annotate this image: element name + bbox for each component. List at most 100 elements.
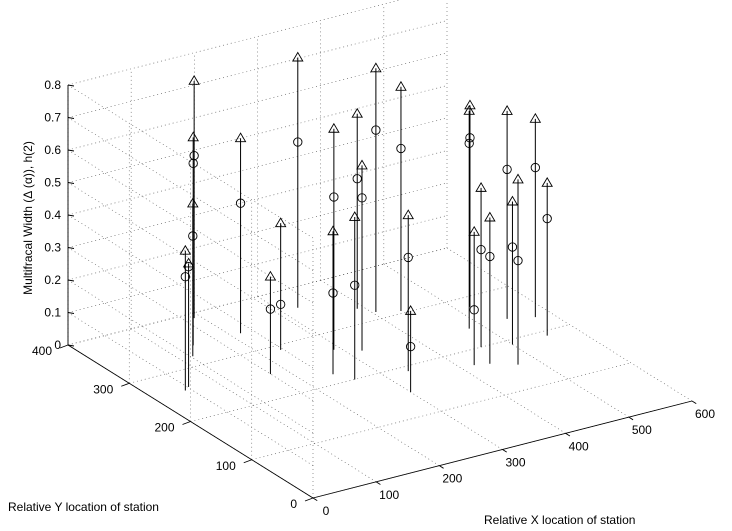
circle-marker [357,193,367,203]
y-tick-mark [59,344,69,349]
circle-marker [328,288,338,298]
triangle-marker [348,211,361,221]
circle-marker [476,244,486,255]
z-tick-mark [67,149,75,152]
circle-marker [469,305,479,315]
triangle-marker [501,105,513,115]
z-tick-label: 0.3 [44,241,61,255]
z-tick-mark [67,117,75,119]
z-axis-label: Multifracal Width (Δ (α)), h(2) [21,141,35,295]
floor-grid-line [131,328,377,483]
z-tick-label: 0 [54,338,61,352]
y-tick-label: 400 [32,344,52,358]
circle-marker [502,164,512,175]
circle-marker [180,272,190,282]
triangle-marker [484,211,496,222]
x-tick-mark [312,497,318,502]
circle-marker [403,252,413,263]
triangle-marker [512,173,524,184]
circle-marker [352,174,362,184]
triangle-marker [274,217,287,228]
triangle-marker [327,225,339,236]
circle-marker [464,138,474,149]
x-tick-label: 300 [505,456,525,470]
triangle-marker [179,244,192,255]
x-tick-mark [375,481,381,485]
triangle-marker [506,195,519,206]
triangle-marker [370,62,382,73]
triangle-marker [234,132,247,143]
y-tick-label: 0 [290,497,297,511]
triangle-marker [468,225,480,236]
triangle-marker [188,74,200,85]
triangle-marker [541,176,553,187]
floor-grid-line [383,263,629,418]
x-tick-label: 500 [632,423,652,437]
triangle-marker [356,159,368,170]
triangle-marker [402,209,415,220]
circle-marker [293,137,303,147]
back-wall-grid-line [67,150,448,248]
markers [179,51,553,352]
circle-marker [350,280,360,290]
triangle-marker [463,104,475,115]
circle-marker [396,143,406,154]
x-tick-label: 0 [323,504,330,518]
x-tick-mark [502,449,507,453]
circle-marker [542,213,552,224]
left-wall-grid-line [67,247,314,401]
left-wall-grid-line [67,84,314,239]
triangle-marker [464,99,476,110]
circle-marker [507,242,518,252]
x-tick-mark [439,465,444,469]
floor-grid-line [446,247,693,402]
x-tick-mark [565,432,571,437]
triangle-marker [395,80,407,91]
triangle-marker [475,181,487,192]
floor-grid-line [257,296,503,450]
x-tick-label: 600 [695,407,715,421]
stems [184,57,548,393]
y-axis-label: Relative Y location of station [8,500,159,514]
y-tick-mark [304,497,314,502]
left-wall-grid-line [67,279,314,434]
left-wall-grid-line [67,149,314,304]
triangle-marker [328,122,340,133]
z-tick-label: 0.6 [44,143,61,157]
z-tick-label: 0.2 [44,273,61,287]
x-tick-label: 200 [442,472,462,486]
circle-marker [513,255,523,266]
circle-marker [189,150,199,161]
circle-marker [371,125,381,135]
triangle-marker [187,131,199,142]
circle-marker [329,192,339,202]
z-tick-mark [67,344,75,347]
y-tick-mark [182,421,191,425]
x-tick-mark [628,416,634,421]
triangle-marker [264,270,277,281]
z-tick-label: 0.7 [44,111,61,125]
triangle-marker [182,257,195,268]
y-tick-label: 200 [154,421,174,435]
z-tick-mark [67,84,75,87]
circle-marker [465,133,475,143]
x-tick-label: 100 [379,488,399,502]
axes [59,84,697,502]
circle-marker [188,231,198,241]
circle-marker [188,158,198,168]
z-tick-label: 0.5 [44,176,61,190]
y-tick-mark [121,382,130,387]
z-tick-label: 0.1 [44,306,61,320]
circle-marker [183,262,194,272]
triangle-marker [529,112,542,123]
z-tick-mark [67,312,75,314]
left-wall-grid-line [67,312,314,466]
y-tick-label: 100 [216,459,236,473]
circle-marker [235,198,246,208]
z-tick-label: 0.8 [44,78,61,92]
z-tick-mark [67,214,75,217]
circle-marker [530,162,540,173]
triangle-marker [187,197,199,208]
y-tick-mark [243,459,252,464]
